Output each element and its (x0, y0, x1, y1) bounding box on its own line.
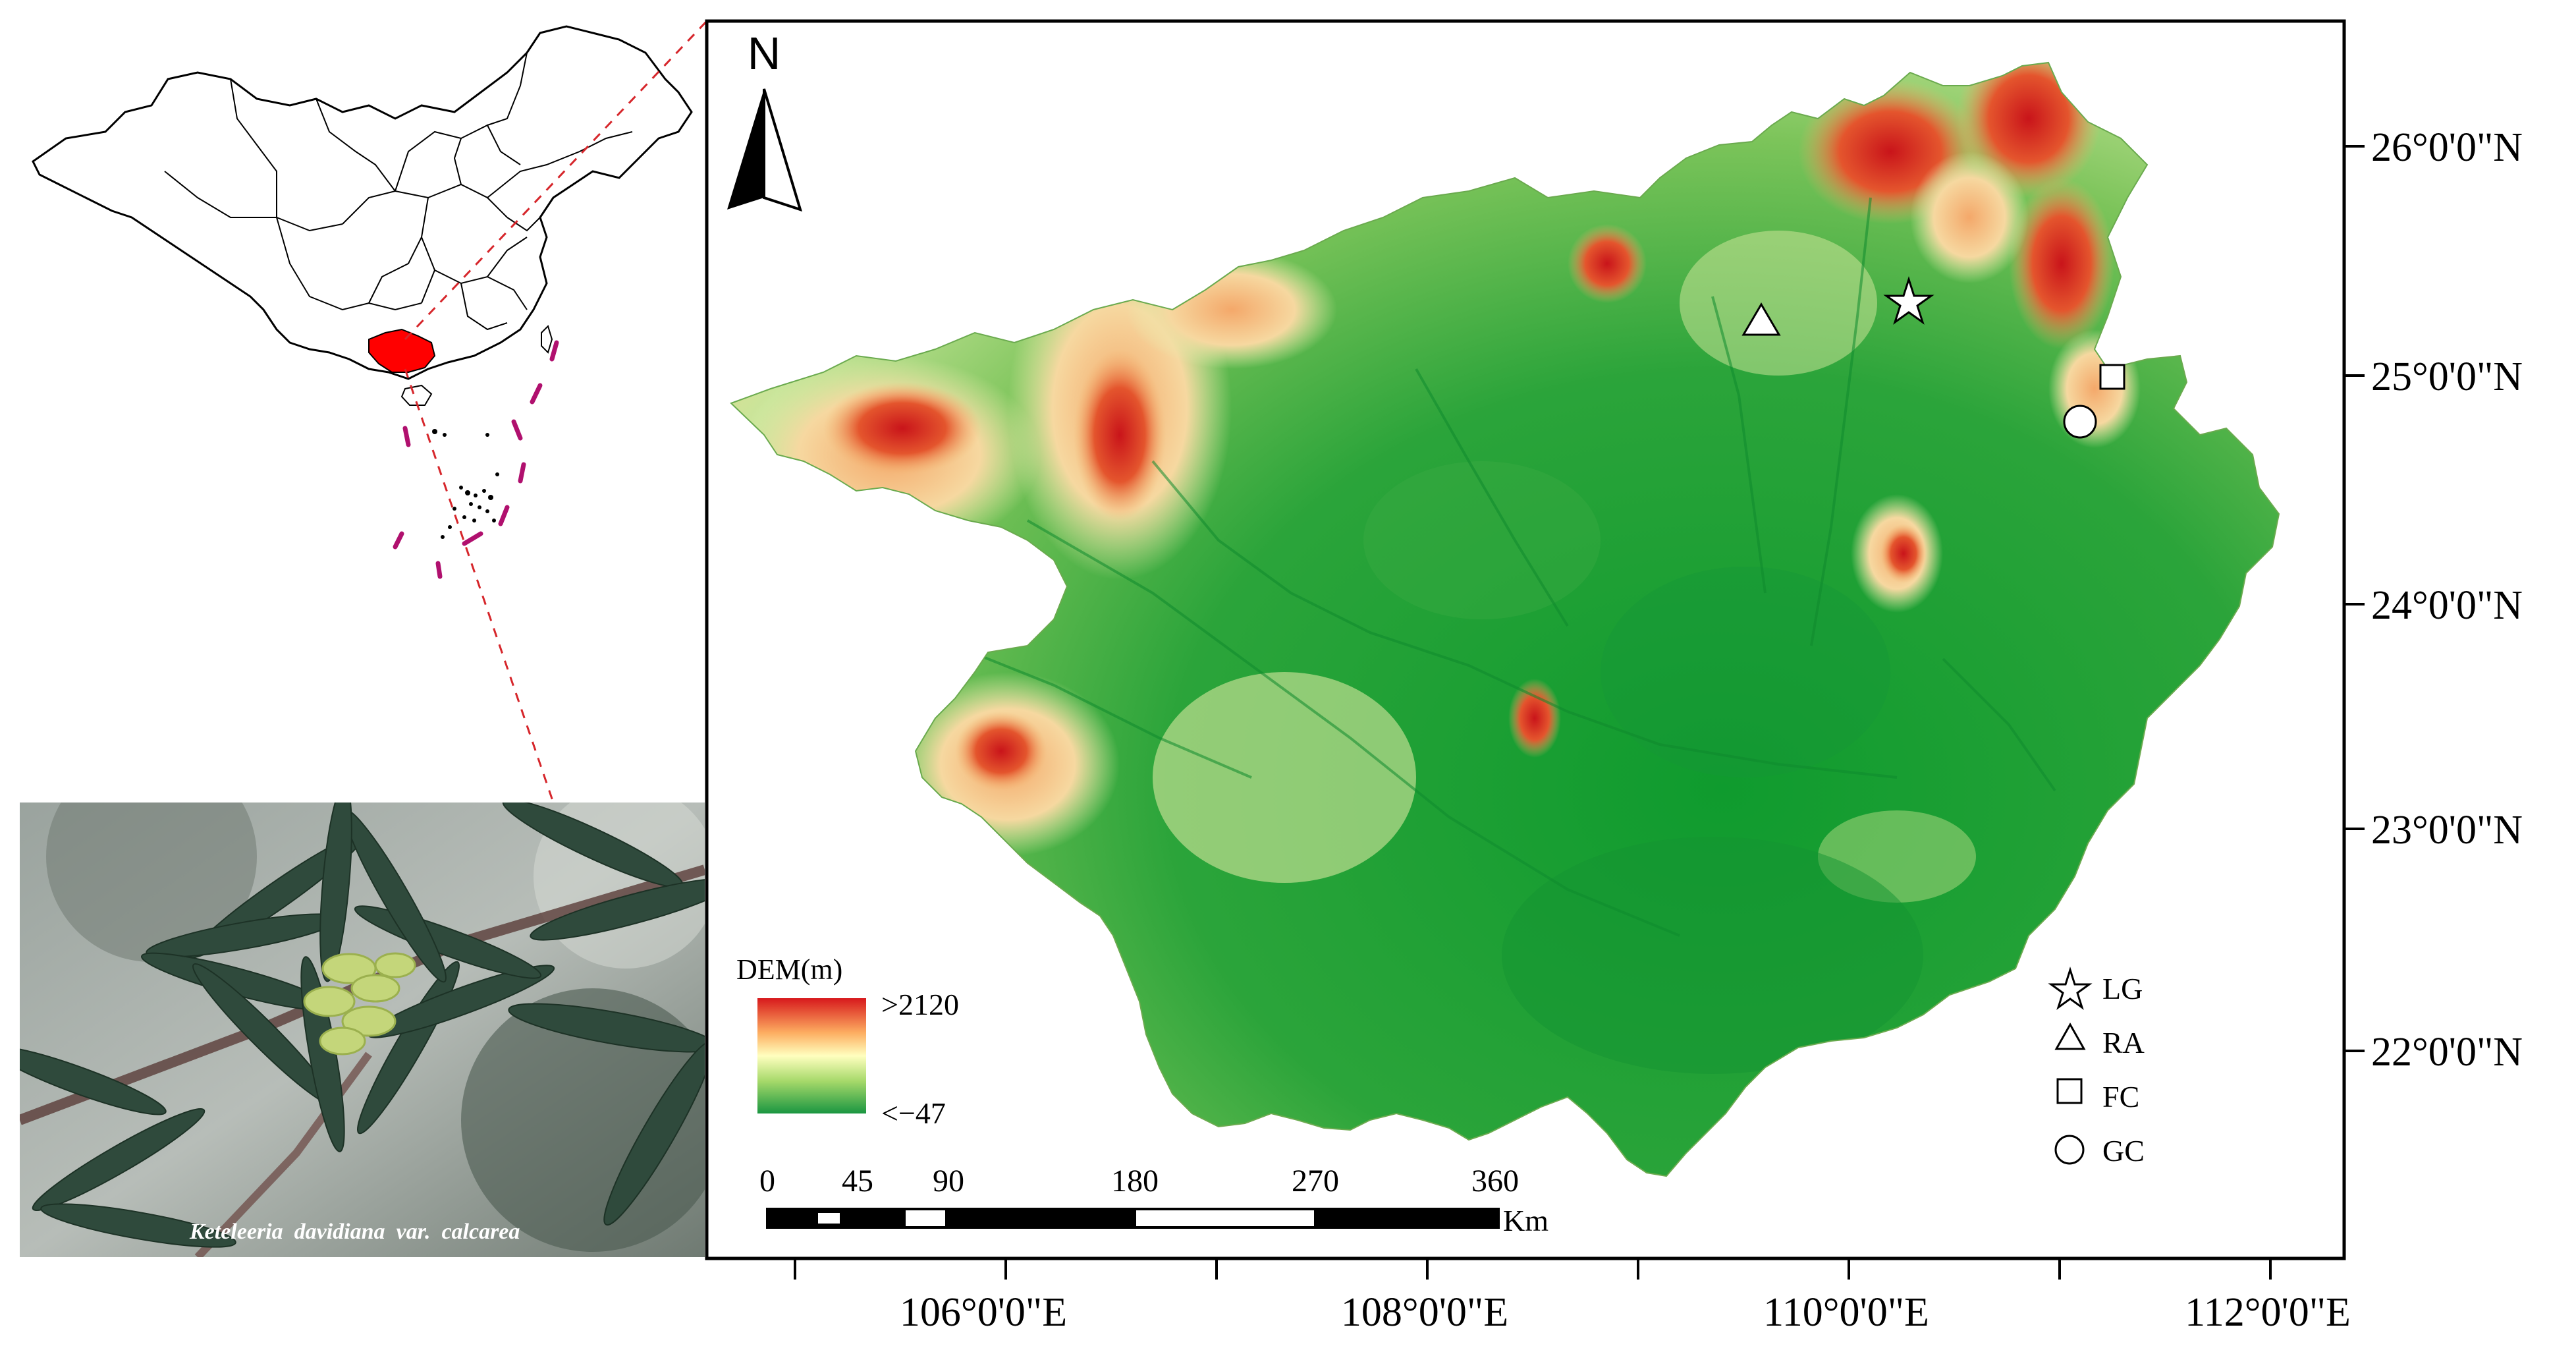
lat-label-23n: 23°0'0"N (2371, 808, 2523, 853)
site-markers (1741, 276, 2125, 439)
scale-tick-45: 45 (842, 1164, 873, 1198)
dem-legend: DEM(m) >2120 <−47 (736, 953, 959, 1130)
scale-tick-0: 0 (759, 1164, 775, 1198)
legend-label-gc: GC (2102, 1134, 2145, 1168)
dem-legend-low: <−47 (881, 1096, 946, 1130)
scale-tick-270: 270 (1292, 1164, 1339, 1198)
longitude-labels: 106°0'0"E 108°0'0"E 110°0'0"E 112°0'0"E (900, 1290, 2351, 1335)
photo-caption: Keteleeria davidiana var. calcarea (189, 1220, 520, 1244)
dem-legend-title: DEM(m) (736, 953, 842, 986)
legend-label-lg: LG (2102, 972, 2143, 1005)
legend-star-icon (2048, 967, 2093, 1010)
china-inset-map (32, 25, 693, 579)
lat-label-25n: 25°0'0"N (2371, 354, 2523, 399)
lat-label-26n: 26°0'0"N (2371, 125, 2523, 170)
south-sea-dashes (393, 340, 559, 579)
site-lg-star (1883, 276, 1934, 325)
leader-lines (404, 20, 708, 803)
north-arrow-label: N (748, 28, 781, 79)
china-outline (32, 25, 693, 380)
dem-legend-high: >2120 (881, 988, 959, 1021)
longitude-axis (794, 1258, 2272, 1280)
lon-label-110e: 110°0'0"E (1763, 1290, 1929, 1335)
lat-label-22n: 22°0'0"N (2371, 1030, 2523, 1075)
taiwan-island (541, 325, 553, 354)
site-legend: LG RA FC GC (2048, 967, 2145, 1168)
dem-legend-ramp (757, 998, 866, 1113)
site-ra-triangle (1741, 302, 1781, 336)
latitude-labels: 26°0'0"N 25°0'0"N 24°0'0"N 23°0'0"N 22°0… (2371, 125, 2523, 1075)
hainan-island (400, 384, 433, 406)
south-sea-islands (432, 429, 499, 539)
lon-label-112e: 112°0'0"E (2185, 1290, 2351, 1335)
lat-label-24n: 24°0'0"N (2371, 583, 2523, 628)
site-gc-circle (2063, 405, 2097, 439)
scale-tick-360: 360 (1471, 1164, 1519, 1198)
scale-unit: Km (1503, 1204, 1548, 1237)
scale-tick-90: 90 (933, 1164, 964, 1198)
province-borders (164, 52, 633, 331)
scale-tick-180: 180 (1111, 1164, 1159, 1198)
latitude-axis (2344, 145, 2365, 1052)
species-photo: Keteleeria davidiana var. calcarea (20, 803, 705, 1257)
legend-label-ra: RA (2102, 1026, 2145, 1059)
lon-label-108e: 108°0'0"E (1341, 1290, 1508, 1335)
north-arrow: N (727, 28, 803, 212)
scale-bar: 0 45 90 180 270 360 Km (759, 1164, 1548, 1237)
legend-label-fc: FC (2102, 1080, 2139, 1113)
legend-square-icon (2056, 1078, 2083, 1104)
legend-circle-icon (2054, 1135, 2085, 1165)
main-map: N DEM(m) >2120 <−47 LG RA FC GC (705, 19, 2346, 1260)
site-fc-square (2099, 364, 2125, 390)
lon-label-106e: 106°0'0"E (900, 1290, 1067, 1335)
legend-triangle-icon (2054, 1022, 2086, 1050)
guangxi-highlight (368, 328, 436, 373)
